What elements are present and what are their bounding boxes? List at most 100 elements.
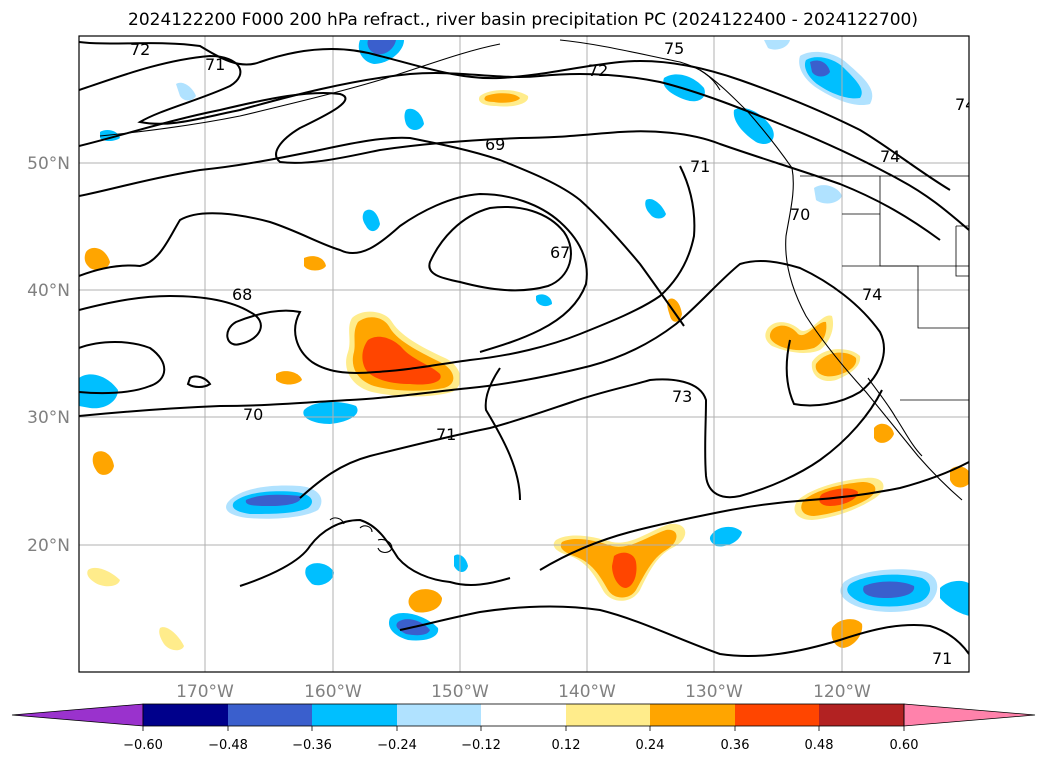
contour-line	[79, 260, 885, 417]
precip-negative-area	[863, 581, 915, 598]
precip-negative-area	[645, 198, 666, 219]
contour-label: 74	[862, 285, 882, 304]
contour-line	[79, 136, 685, 327]
map-frame	[78, 35, 970, 673]
colorbar-label: 0.60	[890, 738, 919, 753]
colorbar-label: −0.48	[208, 738, 248, 753]
precip-negative-area	[709, 526, 742, 547]
contour-line	[399, 605, 969, 658]
colorbar-segment	[735, 704, 819, 726]
colorbar-label: 0.24	[636, 738, 665, 753]
contour-label: 69	[485, 135, 505, 154]
lon-label: 140°W	[558, 682, 616, 702]
contour-label: 70	[790, 205, 810, 224]
state-border	[842, 213, 969, 329]
lat-label: 50°N	[27, 154, 70, 174]
precip-negative-area	[536, 294, 552, 307]
contour-labels: 72 71 75 72 74 69 71 74 70 67 68 74 73 7…	[130, 39, 975, 668]
coastlines	[99, 39, 963, 554]
precip-positive-area	[612, 552, 637, 588]
precip-positive-area	[815, 352, 857, 377]
contour-line	[79, 54, 969, 231]
colorbar-segment	[143, 704, 228, 726]
precip-negative-area	[79, 374, 118, 409]
contour-label: 72	[130, 40, 150, 59]
precip-negative-area	[454, 554, 468, 572]
precip-positive-area	[667, 298, 682, 322]
colorbar-label: −0.36	[292, 738, 332, 753]
colorbar-extend-high	[903, 703, 1036, 727]
colorbar-labels: −0.60 −0.48 −0.36 −0.24 −0.12 0.12 0.24 …	[123, 738, 918, 753]
precip-negative-area	[245, 494, 301, 506]
precip-positive-area	[84, 247, 110, 271]
contour-line	[79, 91, 941, 241]
precip-negative-area	[176, 82, 196, 101]
colorbar-extend-low	[11, 703, 144, 727]
contour-label: 68	[232, 285, 252, 304]
contour-label: 71	[436, 425, 456, 444]
contour-label: 72	[588, 61, 608, 80]
precip-positive-area	[87, 567, 120, 587]
colorbar-segment	[650, 704, 735, 726]
precip-negative-area	[305, 563, 334, 586]
contour-line	[79, 165, 696, 374]
contour-label: 71	[690, 157, 710, 176]
contour-label: 71	[205, 55, 225, 74]
longitude-labels: 170°W 160°W 150°W 140°W 130°W 120°W	[176, 682, 871, 702]
contour-line	[79, 192, 588, 353]
precip-negative-area	[814, 185, 842, 204]
baja-coast	[867, 377, 923, 457]
precip-negative-area	[940, 581, 969, 616]
contour-label: 70	[243, 405, 263, 424]
map-panel: 72 71 75 72 74 69 71 74 70 67 68 74 73 7…	[78, 35, 975, 673]
colorbar-frame	[142, 703, 905, 727]
colorbar-label: 0.36	[721, 738, 750, 753]
precip-positive-area	[408, 589, 442, 613]
colorbar-segment	[228, 704, 312, 726]
colorbar-segment	[566, 704, 650, 726]
lon-label: 150°W	[431, 682, 489, 702]
colorbar-label: 0.12	[552, 738, 581, 753]
precip-positive-area	[874, 423, 894, 443]
contour-line	[79, 341, 166, 395]
precip-negative-area	[362, 209, 380, 232]
colorbar-label: −0.12	[461, 738, 501, 753]
latitude-labels: 50°N 40°N 30°N 20°N	[27, 154, 70, 556]
precip-negative-area	[764, 40, 790, 50]
north-america-coast	[699, 69, 963, 501]
lon-label: 130°W	[685, 682, 743, 702]
contour-line	[428, 206, 572, 292]
precip-negative-area	[367, 40, 396, 55]
lon-label: 120°W	[813, 682, 871, 702]
precip-positive-area	[304, 256, 326, 271]
precip-positive-area	[159, 627, 184, 651]
lon-label: 170°W	[176, 682, 234, 702]
precip-positive-area	[769, 321, 827, 351]
colorbar-segment	[312, 704, 397, 726]
contour-line	[299, 378, 883, 499]
contour-line	[186, 375, 212, 388]
colorbar-label: −0.60	[123, 738, 163, 753]
state-border	[955, 225, 969, 277]
contour-label: 67	[550, 243, 570, 262]
contour-label: 75	[664, 39, 684, 58]
colorbar-label: −0.24	[377, 738, 417, 753]
colorbar: −0.60 −0.48 −0.36 −0.24 −0.12 0.12 0.24 …	[11, 703, 1036, 753]
alaska-coast	[99, 43, 501, 137]
colorbar-ticks	[142, 726, 905, 731]
precip-negative-area	[404, 108, 424, 130]
contour-line	[239, 518, 511, 587]
colorbar-segment	[397, 704, 481, 726]
lon-label: 160°W	[304, 682, 362, 702]
contour-label: 74	[955, 95, 975, 114]
precip-negative-area	[733, 108, 774, 145]
colorbar-segment	[819, 704, 904, 726]
precip-negative-area	[303, 401, 358, 424]
precip-positive-area	[484, 93, 520, 103]
precip-negative-area	[810, 60, 830, 77]
contour-label: 74	[880, 147, 900, 166]
precip-positive-area	[92, 451, 114, 475]
lat-label: 30°N	[27, 408, 70, 428]
contours	[79, 41, 969, 658]
